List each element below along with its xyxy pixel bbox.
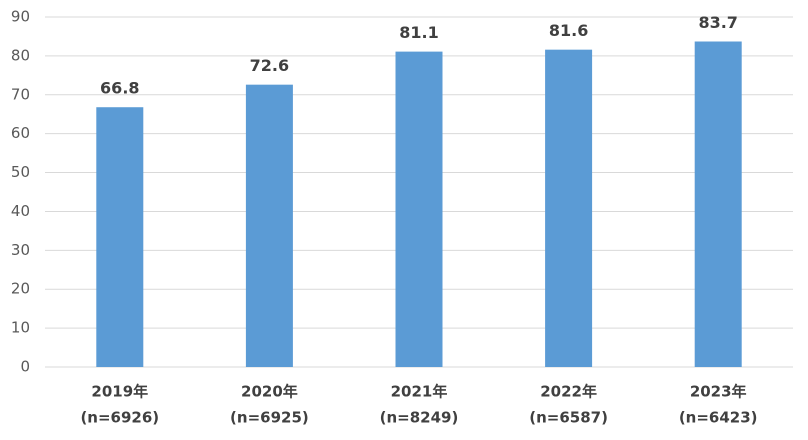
bar (96, 107, 144, 367)
y-tick-label: 40 (11, 202, 30, 220)
x-tick-label: 2019年 (91, 383, 148, 401)
y-tick-label: 30 (11, 241, 30, 259)
x-tick-label: (n=6925) (230, 409, 309, 427)
x-tick-label: (n=8249) (380, 409, 459, 427)
y-tick-label: 0 (20, 358, 30, 376)
x-tick-label: 2021年 (391, 383, 448, 401)
y-tick-label: 10 (11, 319, 30, 337)
x-tick-label: (n=6926) (80, 409, 159, 427)
x-tick-label: 2020年 (241, 383, 298, 401)
bar (395, 51, 443, 367)
x-tick-label: 2022年 (540, 383, 597, 401)
x-tick-label: (n=6587) (529, 409, 608, 427)
data-label: 81.6 (549, 21, 588, 40)
y-tick-label: 50 (11, 163, 30, 181)
y-tick-label: 80 (11, 46, 30, 64)
x-tick-label: (n=6423) (679, 409, 758, 427)
x-tick-label: 2023年 (690, 383, 747, 401)
y-tick-label: 20 (11, 280, 30, 298)
y-tick-label: 70 (11, 85, 30, 103)
data-label: 83.7 (698, 13, 737, 32)
data-label: 66.8 (100, 79, 139, 98)
bar (245, 84, 293, 368)
bar (545, 49, 593, 368)
y-tick-label: 90 (11, 8, 30, 26)
data-label: 81.1 (399, 23, 438, 42)
y-tick-label: 60 (11, 124, 30, 142)
data-label: 72.6 (250, 56, 289, 75)
bar (694, 41, 742, 367)
